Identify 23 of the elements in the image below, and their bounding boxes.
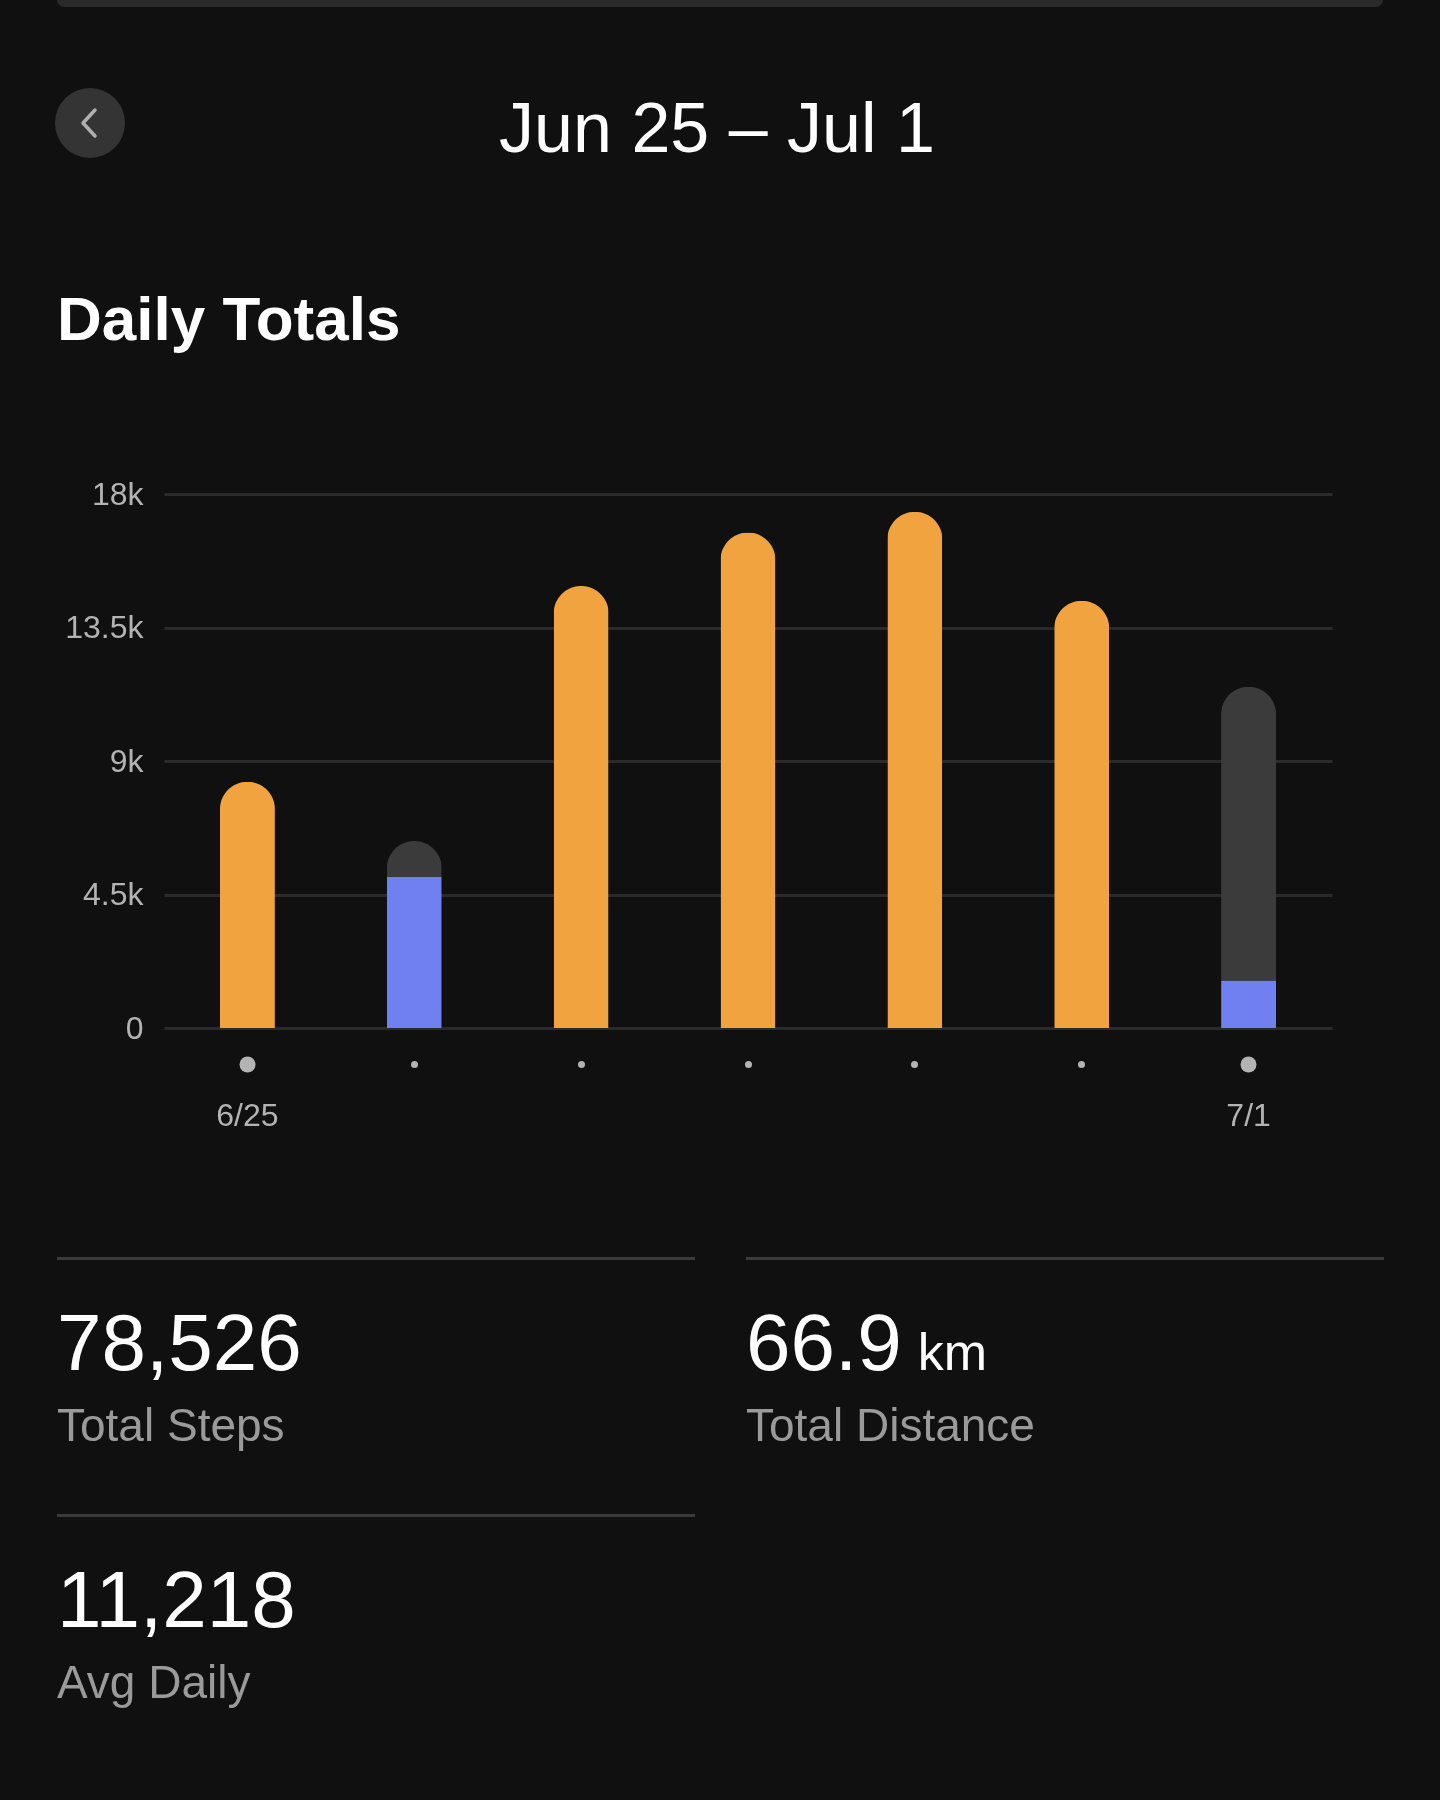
x-tick-label: 7/1 — [1226, 1096, 1271, 1133]
y-tick-label: 18k — [91, 475, 145, 512]
text: Avg Daily — [57, 1656, 251, 1708]
bar — [1221, 686, 1277, 981]
y-tick-label: 0 — [125, 1009, 144, 1046]
text: 66.9 km — [746, 1298, 988, 1387]
y-tick-label: 13.5k — [65, 609, 145, 645]
chart-subtitle: Jun 25 – Jul 1 — [499, 89, 935, 167]
text: 78,526 — [57, 1298, 302, 1387]
bar — [887, 511, 943, 1028]
bar — [1054, 600, 1110, 1028]
chart-title: Daily Totals — [57, 284, 401, 353]
bar — [1221, 980, 1277, 1028]
x-tick-label: 6/25 — [216, 1096, 279, 1133]
bar — [553, 585, 609, 1028]
y-tick-label: 9k — [109, 742, 145, 779]
bar — [386, 876, 442, 1028]
y-tick-label: 4.5k — [83, 876, 145, 912]
bar — [219, 781, 275, 1028]
text: 11,218 — [57, 1555, 296, 1644]
bar — [720, 532, 776, 1028]
text: Total Distance — [746, 1399, 1035, 1451]
text: Total Steps — [57, 1399, 285, 1451]
